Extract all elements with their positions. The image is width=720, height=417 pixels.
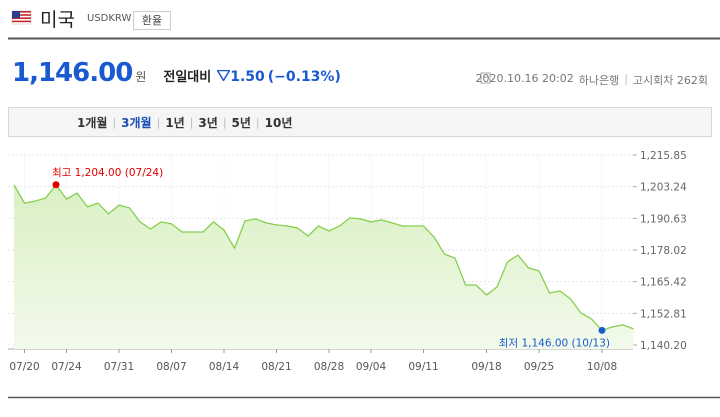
period-tab[interactable]: 10년 (264, 116, 293, 130)
change-pct: (−0.13%) (267, 69, 341, 85)
y-tick-label: 1,203.24 (640, 182, 687, 194)
x-tick-label: 07/24 (51, 361, 82, 373)
x-tick-label: 07/20 (9, 361, 39, 373)
datetime: 2020.10.16 20:02 (475, 72, 574, 85)
period-tab[interactable]: 5년 (231, 116, 251, 130)
x-tick-label: 08/28 (314, 361, 344, 373)
period-tab[interactable]: 1개월 (77, 116, 108, 130)
quote-meta: 2020.10.16 20:02 하나은행 | 고시회차 262회 (476, 72, 708, 88)
low-label: 최저 1,146.00 (10/13) (499, 337, 610, 349)
high-point (52, 181, 60, 189)
tabs: 1개월 | 3개월 | 1년 | 3년 | 5년 | 10년 (72, 114, 297, 131)
period-tab[interactable]: 1년 (165, 116, 185, 130)
y-tick-label: 1,165.42 (640, 277, 687, 289)
change: 1.50 (230, 69, 265, 85)
flag (11, 10, 32, 25)
tab-separator: | (156, 116, 161, 129)
y-tick-label: 1,140.20 (640, 340, 687, 352)
x-tick-label: 09/25 (524, 361, 554, 373)
round: 고시회차 262회 (632, 74, 708, 87)
price: 1,146.00 (12, 58, 133, 88)
exchange-button[interactable]: 환율 (133, 11, 171, 30)
x-tick-label: 08/21 (261, 361, 291, 373)
low-point (598, 326, 606, 334)
x-tick-label: 07/31 (104, 361, 134, 373)
quote-row: 1,146.00 원 전일대비 1.50 (−0.13%) (12, 58, 341, 88)
tab-separator: | (112, 116, 117, 129)
x-tick-label: 09/04 (356, 361, 387, 373)
y-tick-label: 1,215.85 (640, 150, 687, 162)
y-tick-label: 1,152.81 (640, 308, 687, 320)
x-tick-label: 09/18 (471, 361, 501, 373)
y-tick-label: 1,178.02 (640, 245, 687, 257)
x-tick-label: 08/07 (156, 361, 186, 373)
clock-icon (480, 72, 491, 84)
x-tick-label: 09/11 (408, 361, 438, 373)
country-title: 미국 (40, 9, 75, 31)
x-tick-label: 08/14 (209, 361, 240, 373)
area-fill (14, 184, 634, 349)
period-tab[interactable]: 3개월 (121, 116, 152, 130)
bank: 하나은행 (578, 74, 620, 87)
x-tick-label: 10/08 (587, 361, 617, 373)
tab-bar (8, 107, 712, 137)
tab-separator: | (222, 116, 227, 129)
tab-separator: | (255, 116, 260, 129)
period-tab[interactable]: 3년 (198, 116, 218, 130)
price-unit: 원 (135, 70, 147, 84)
high-label: 최고 1,204.00 (07/24) (52, 167, 163, 179)
price-line (13, 183, 634, 332)
y-tick-label: 1,190.63 (640, 213, 687, 225)
down-arrow (217, 70, 231, 81)
change-label: 전일대비 (163, 70, 212, 85)
currency-code: USDKRW (87, 13, 132, 24)
tab-separator: | (189, 116, 194, 129)
separator: | (624, 72, 628, 85)
